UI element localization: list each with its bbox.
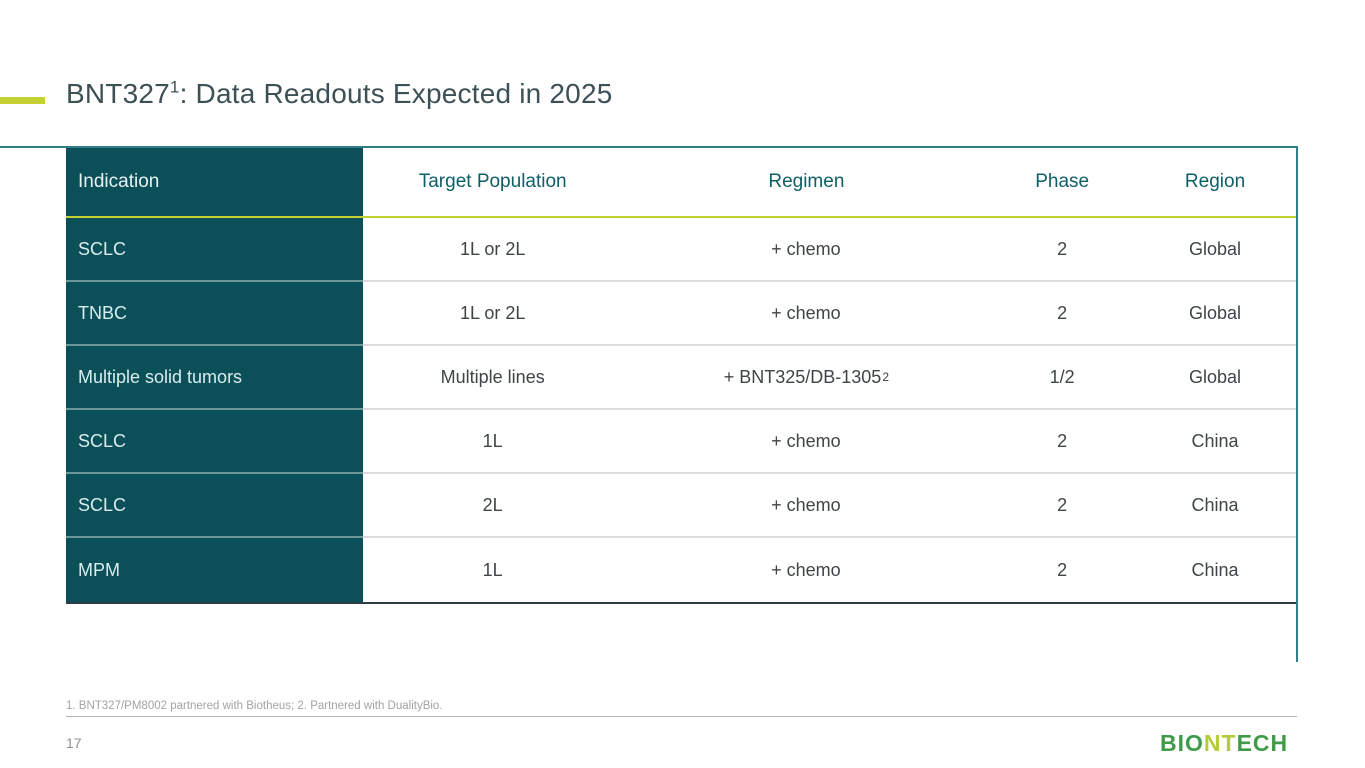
data-readouts-table: Indication Target Population Regimen Pha… [66, 148, 1296, 604]
cell-regimen: + chemo [622, 474, 991, 538]
biontech-logo: BIONTECH [1160, 730, 1288, 757]
cell-phase: 1/2 [990, 346, 1135, 410]
cell-target-population: Multiple lines [362, 346, 623, 410]
header-indication: Indication [66, 148, 363, 216]
cell-target-population: 1L or 2L [362, 218, 623, 282]
cell-target-population: 1L or 2L [362, 282, 623, 346]
cell-indication: TNBC [66, 282, 363, 346]
table-top-rule [0, 146, 1298, 148]
cell-indication: SCLC [66, 218, 363, 282]
cell-target-population: 1L [362, 410, 623, 474]
regimen-text: + chemo [771, 238, 841, 259]
logo-segment-nt: NT [1203, 730, 1237, 756]
cell-phase: 2 [990, 282, 1135, 346]
title-accent-dash [0, 97, 45, 104]
cell-region: China [1134, 538, 1296, 602]
cell-region: Global [1134, 218, 1296, 282]
header-target-population: Target Population [362, 148, 623, 216]
table-body: SCLC 1L or 2L + chemo 2 Global TNBC 1L o… [66, 218, 1296, 602]
cell-regimen: + BNT325/DB-1305 2 [622, 346, 991, 410]
footer-rule [66, 716, 1297, 717]
header-region: Region [1134, 148, 1296, 216]
table-row: SCLC 1L or 2L + chemo 2 Global [66, 218, 1296, 282]
cell-region: China [1134, 474, 1296, 538]
table-row: SCLC 2L + chemo 2 China [66, 474, 1296, 538]
cell-indication: SCLC [66, 410, 363, 474]
regimen-text: + chemo [771, 494, 841, 515]
page-title-superscript: 1 [169, 77, 180, 97]
page-title-suffix: : Data Readouts Expected in 2025 [179, 78, 613, 109]
cell-regimen: + chemo [622, 538, 991, 602]
cell-phase: 2 [990, 218, 1135, 282]
regimen-text: + chemo [771, 302, 841, 323]
page-title: BNT3271: Data Readouts Expected in 2025 [66, 78, 613, 110]
cell-target-population: 2L [362, 474, 623, 538]
cell-phase: 2 [990, 538, 1135, 602]
cell-region: Global [1134, 346, 1296, 410]
regimen-text: + chemo [771, 559, 841, 580]
cell-target-population: 1L [362, 538, 623, 602]
table-row: Multiple solid tumors Multiple lines + B… [66, 346, 1296, 410]
regimen-text: + chemo [771, 430, 841, 451]
cell-indication: SCLC [66, 474, 363, 538]
page-number: 17 [66, 735, 82, 751]
table-row: TNBC 1L or 2L + chemo 2 Global [66, 282, 1296, 346]
cell-phase: 2 [990, 410, 1135, 474]
cell-regimen: + chemo [622, 218, 991, 282]
header-regimen: Regimen [622, 148, 991, 216]
cell-indication: MPM [66, 538, 363, 602]
cell-regimen: + chemo [622, 410, 991, 474]
logo-segment-ech: ECH [1236, 730, 1289, 756]
footnote: 1. BNT327/PM8002 partnered with Biotheus… [66, 700, 443, 712]
table-header-row: Indication Target Population Regimen Pha… [66, 148, 1296, 218]
cell-phase: 2 [990, 474, 1135, 538]
table-row: SCLC 1L + chemo 2 China [66, 410, 1296, 474]
table-right-rule [1296, 146, 1298, 662]
header-phase: Phase [990, 148, 1135, 216]
cell-regimen: + chemo [622, 282, 991, 346]
cell-region: China [1134, 410, 1296, 474]
cell-indication: Multiple solid tumors [66, 346, 363, 410]
cell-region: Global [1134, 282, 1296, 346]
page-title-prefix: BNT327 [66, 78, 170, 109]
regimen-text: + BNT325/DB-1305 [723, 366, 882, 387]
logo-segment-bio: BIO [1160, 730, 1204, 756]
table-row: MPM 1L + chemo 2 China [66, 538, 1296, 602]
